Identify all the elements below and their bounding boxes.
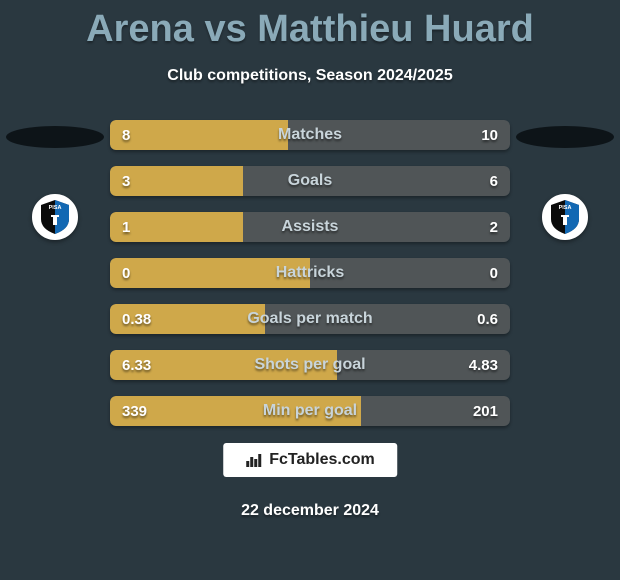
stat-row: 3Goals6: [110, 166, 510, 196]
bars-icon: [245, 451, 263, 469]
stat-value-right: 2: [490, 212, 498, 242]
stat-row: 1Assists2: [110, 212, 510, 242]
club-logo-icon: PISA: [35, 197, 75, 237]
player-left-column: PISA: [0, 110, 110, 440]
stat-value-right: 6: [490, 166, 498, 196]
page-subtitle: Club competitions, Season 2024/2025: [0, 67, 620, 85]
stat-value-right: 4.83: [469, 350, 498, 380]
fctables-text: FcTables.com: [269, 451, 375, 469]
stat-label: Hattricks: [110, 258, 510, 288]
stat-label: Goals per match: [110, 304, 510, 334]
club-logo-icon: PISA: [545, 197, 585, 237]
club-badge-left: PISA: [32, 194, 78, 240]
player-silhouette-shadow: [6, 126, 104, 148]
stats-list: 8Matches10 3Goals6 1Assists2 0Hattricks0 0.3…: [110, 120, 510, 426]
stat-row: 0.38Goals per match0.6: [110, 304, 510, 334]
svg-text:PISA: PISA: [559, 205, 572, 211]
stat-row: 0Hattricks0: [110, 258, 510, 288]
stat-value-right: 201: [473, 396, 498, 426]
stat-row: 339Min per goal201: [110, 396, 510, 426]
date-text: 22 december 2024: [0, 502, 620, 520]
stat-label: Shots per goal: [110, 350, 510, 380]
stat-row: 8Matches10: [110, 120, 510, 150]
stat-value-right: 10: [481, 120, 498, 150]
player-silhouette-shadow: [516, 126, 614, 148]
stat-label: Min per goal: [110, 396, 510, 426]
stat-label: Assists: [110, 212, 510, 242]
page-title: Arena vs Matthieu Huard: [0, 0, 620, 51]
stat-label: Goals: [110, 166, 510, 196]
player-right-column: PISA: [510, 110, 620, 440]
stat-row: 6.33Shots per goal4.83: [110, 350, 510, 380]
svg-text:PISA: PISA: [49, 205, 62, 211]
stat-value-right: 0.6: [477, 304, 498, 334]
stat-value-right: 0: [490, 258, 498, 288]
comparison-arena: PISA PISA 8Matches10 3Goals6 1Assists2 0Hat…: [0, 110, 620, 440]
fctables-logo: FcTables.com: [223, 443, 397, 477]
stat-label: Matches: [110, 120, 510, 150]
club-badge-right: PISA: [542, 194, 588, 240]
